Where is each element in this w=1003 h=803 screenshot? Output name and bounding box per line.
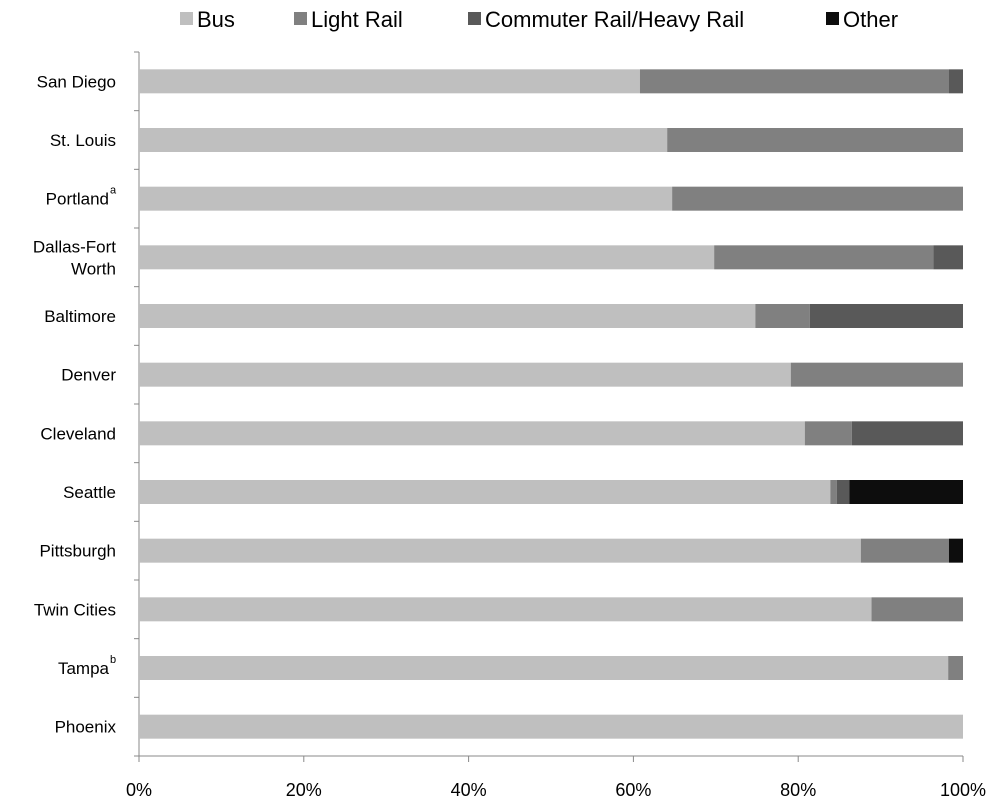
bar-dallas-fort-worth-commuter-rail-heavy-rail	[933, 245, 963, 270]
bar-dallas-fort-worth-light-rail	[714, 245, 934, 270]
bar-seattle-bus	[139, 480, 831, 504]
legend: Bus Light Rail Commuter Rail/Heavy Rail Oth…	[180, 7, 898, 32]
bar-phoenix-bus	[139, 714, 963, 739]
legend-item-light-rail: Light Rail	[294, 7, 403, 32]
x-tick-label: 100%	[940, 780, 986, 800]
bar-seattle-light-rail	[830, 480, 837, 504]
category-label-twin-cities: Twin Cities	[34, 600, 116, 619]
axes: 0% 20% 40% 60% 80% 100%	[126, 51, 986, 800]
legend-label-other: Other	[843, 7, 898, 32]
category-label-pittsburgh: Pittsburgh	[39, 542, 116, 561]
bar-pittsburgh-light-rail	[860, 538, 949, 563]
bar-cleveland-bus	[139, 421, 805, 446]
legend-label-bus: Bus	[197, 7, 235, 32]
category-label-cleveland: Cleveland	[40, 424, 116, 443]
bar-pittsburgh-bus	[139, 538, 861, 563]
bar-san-diego-commuter-rail-heavy-rail	[948, 69, 963, 94]
bar-pittsburgh-other	[948, 538, 963, 563]
bar-baltimore-bus	[139, 304, 756, 328]
bar-tampa-bus	[139, 656, 949, 680]
bar-cleveland-commuter-rail-heavy-rail	[851, 421, 963, 446]
legend-item-other: Other	[826, 7, 898, 32]
bar-st-louis-bus	[139, 128, 668, 152]
bar-san-diego-bus	[139, 69, 640, 94]
x-tick-label: 80%	[780, 780, 816, 800]
legend-label-light-rail: Light Rail	[311, 7, 403, 32]
bar-twin-cities-light-rail	[871, 597, 963, 622]
category-label-dallas-fort-worth: Dallas-Fort Worth	[33, 237, 116, 278]
category-label-tampa: Tampa	[58, 659, 110, 678]
legend-label-commuter-rail-heavy-rail: Commuter Rail/Heavy Rail	[485, 7, 744, 32]
bars	[139, 69, 963, 739]
x-tick-label: 20%	[286, 780, 322, 800]
bar-san-diego-light-rail	[639, 69, 949, 94]
bar-dallas-fort-worth-bus	[139, 245, 715, 270]
bar-baltimore-light-rail	[755, 304, 810, 328]
legend-item-bus: Bus	[180, 7, 235, 32]
legend-swatch-bus	[180, 12, 193, 25]
x-tick-label: 60%	[615, 780, 651, 800]
category-label-portland: Portland	[46, 190, 109, 209]
bar-portland-light-rail	[672, 186, 963, 211]
bar-twin-cities-bus	[139, 597, 872, 622]
category-label-seattle: Seattle	[63, 483, 116, 502]
legend-swatch-other	[826, 12, 839, 25]
bar-denver-light-rail	[790, 362, 963, 387]
bar-tampa-light-rail	[948, 656, 963, 680]
category-labels: San Diego St. Louis Portland a Dallas-Fort Wo…	[33, 72, 117, 736]
x-tick-label: 0%	[126, 780, 152, 800]
category-label-san-diego: San Diego	[37, 72, 116, 91]
legend-item-commuter-rail-heavy-rail: Commuter Rail/Heavy Rail	[468, 7, 744, 32]
bar-denver-bus	[139, 362, 791, 387]
bar-baltimore-commuter-rail-heavy-rail	[809, 304, 963, 328]
bar-seattle-other	[849, 480, 963, 504]
category-label-st-louis: St. Louis	[50, 131, 116, 150]
category-label-phoenix: Phoenix	[55, 718, 117, 737]
category-label-baltimore: Baltimore	[44, 307, 116, 326]
legend-swatch-light-rail	[294, 12, 307, 25]
bar-cleveland-light-rail	[804, 421, 852, 446]
legend-swatch-commuter-rail-heavy-rail	[468, 12, 481, 25]
category-superscript-portland: a	[110, 185, 117, 197]
category-superscript-tampa: b	[110, 654, 116, 666]
category-label-denver: Denver	[61, 366, 116, 385]
bar-portland-bus	[139, 186, 673, 211]
bar-seattle-commuter-rail-heavy-rail	[836, 480, 850, 504]
x-tick-label: 40%	[451, 780, 487, 800]
bar-st-louis-light-rail	[667, 128, 963, 152]
